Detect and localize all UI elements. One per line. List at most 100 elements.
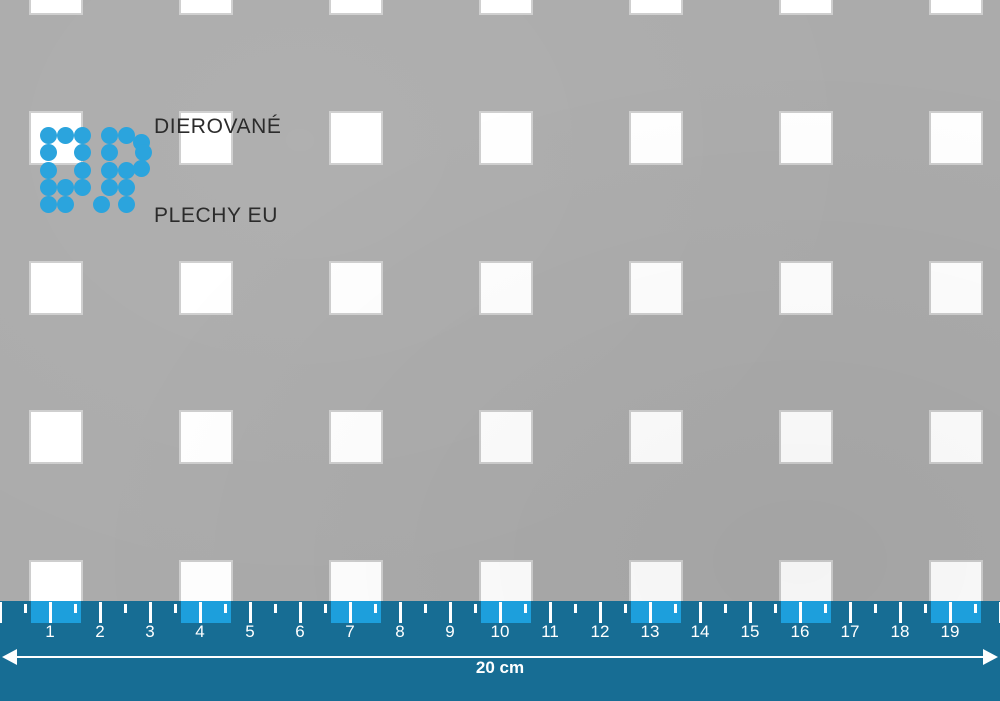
ruler-tick-minor (24, 604, 27, 613)
ruler-number-label: 3 (145, 622, 155, 641)
ruler-number-label: 1 (45, 622, 55, 641)
ruler-number-label: 12 (590, 622, 610, 641)
ruler-tick-major (399, 602, 402, 623)
perforation-hole (331, 113, 381, 163)
perforation-hole (781, 412, 831, 462)
ruler-hole-highlight (331, 601, 381, 623)
perforation-hole (931, 0, 981, 13)
ruler-hole-highlight (31, 601, 81, 623)
ruler-number-label: 10 (490, 622, 510, 641)
perforation-hole (331, 263, 381, 313)
arrow-left-icon (2, 649, 17, 665)
total-width-arrow (0, 647, 1000, 667)
ruler-tick-minor (224, 604, 227, 613)
ruler-tick-minor (924, 604, 927, 613)
ruler-tick-major (49, 602, 52, 623)
ruler-tick-major (699, 602, 702, 623)
ruler-tick-minor (124, 604, 127, 613)
ruler-tick-major (199, 602, 202, 623)
ruler-number-label: 18 (890, 622, 910, 641)
ruler-number-label: 13 (640, 622, 660, 641)
perforation-hole (631, 263, 681, 313)
ruler-number-label: 16 (790, 622, 810, 641)
ruler-tick-minor (324, 604, 327, 613)
ruler-tick-minor (424, 604, 427, 613)
ruler-tick-major (449, 602, 452, 623)
perforation-hole (481, 263, 531, 313)
ruler-tick-minor (74, 604, 77, 613)
ruler-tick-minor (174, 604, 177, 613)
perforation-hole (181, 412, 231, 462)
ruler-hole-highlight (781, 601, 831, 623)
perforation-hole (631, 0, 681, 13)
ruler-number-label: 2 (95, 622, 105, 641)
perforation-hole (481, 0, 531, 13)
perforation-hole (931, 263, 981, 313)
ruler-hole-highlight (631, 601, 681, 623)
ruler-tick-minor (674, 604, 677, 613)
perforation-hole (931, 412, 981, 462)
ruler-number-label: 17 (840, 622, 860, 641)
ruler-number-label: 7 (345, 622, 355, 641)
ruler-tick-major (849, 602, 852, 623)
ruler-number-label: 11 (541, 622, 559, 641)
ruler-tick-major (949, 602, 952, 623)
ruler-tick-major (749, 602, 752, 623)
scale-ruler: 1 2 3 4 5 6 7 8 9 10 11 12 13 14 15 16 17 18 19 20 cm (0, 601, 1000, 701)
ruler-tick-minor (874, 604, 877, 613)
ruler-tick-minor (974, 604, 977, 613)
perforation-hole (631, 412, 681, 462)
ruler-tick-major (249, 602, 252, 623)
ruler-hole-highlight (481, 601, 531, 623)
ruler-number-label: 4 (195, 622, 205, 641)
ruler-number-label: 9 (445, 622, 455, 641)
arrow-shaft (14, 656, 986, 658)
ruler-tick-minor (274, 604, 277, 613)
ruler-tick-major (599, 602, 602, 623)
ruler-tick-minor (824, 604, 827, 613)
perforation-hole (181, 0, 231, 13)
perforation-hole (331, 412, 381, 462)
perforation-hole (31, 113, 81, 163)
ruler-tick-minor (774, 604, 777, 613)
perforation-hole (181, 263, 231, 313)
ruler-tick-major (799, 602, 802, 623)
ruler-tick-major (299, 602, 302, 623)
ruler-number-label: 14 (690, 622, 710, 641)
perforation-hole (931, 113, 981, 163)
ruler-number-label: 6 (295, 622, 305, 641)
perforation-hole (31, 0, 81, 13)
perforation-hole (481, 113, 531, 163)
ruler-tick-minor (524, 604, 527, 613)
perforation-hole (781, 263, 831, 313)
ruler-tick-major (549, 602, 552, 623)
perforation-hole (781, 0, 831, 13)
ruler-tick-minor (724, 604, 727, 613)
perforation-hole (31, 412, 81, 462)
perforation-hole (481, 412, 531, 462)
total-width-label: 20 cm (475, 658, 525, 677)
perforation-hole (631, 113, 681, 163)
ruler-hole-highlight (931, 601, 981, 623)
perforation-hole (331, 0, 381, 13)
ruler-number-label: 5 (245, 622, 255, 641)
ruler-tick-minor (474, 604, 477, 613)
perforation-hole (31, 263, 81, 313)
ruler-tick-minor (624, 604, 627, 613)
ruler-tick-major (0, 602, 2, 623)
ruler-hole-highlight (181, 601, 231, 623)
ruler-tick-major (899, 602, 902, 623)
ruler-tick-major (499, 602, 502, 623)
ruler-tick-major (649, 602, 652, 623)
ruler-number-label: 19 (940, 622, 960, 641)
ruler-tick-major (349, 602, 352, 623)
ruler-tick-minor (574, 604, 577, 613)
perforation-hole (181, 113, 231, 163)
ruler-tick-minor (374, 604, 377, 613)
perforation-hole (781, 113, 831, 163)
ruler-tick-major (99, 602, 102, 623)
ruler-number-label: 15 (740, 622, 760, 641)
ruler-number-label: 8 (395, 622, 405, 641)
